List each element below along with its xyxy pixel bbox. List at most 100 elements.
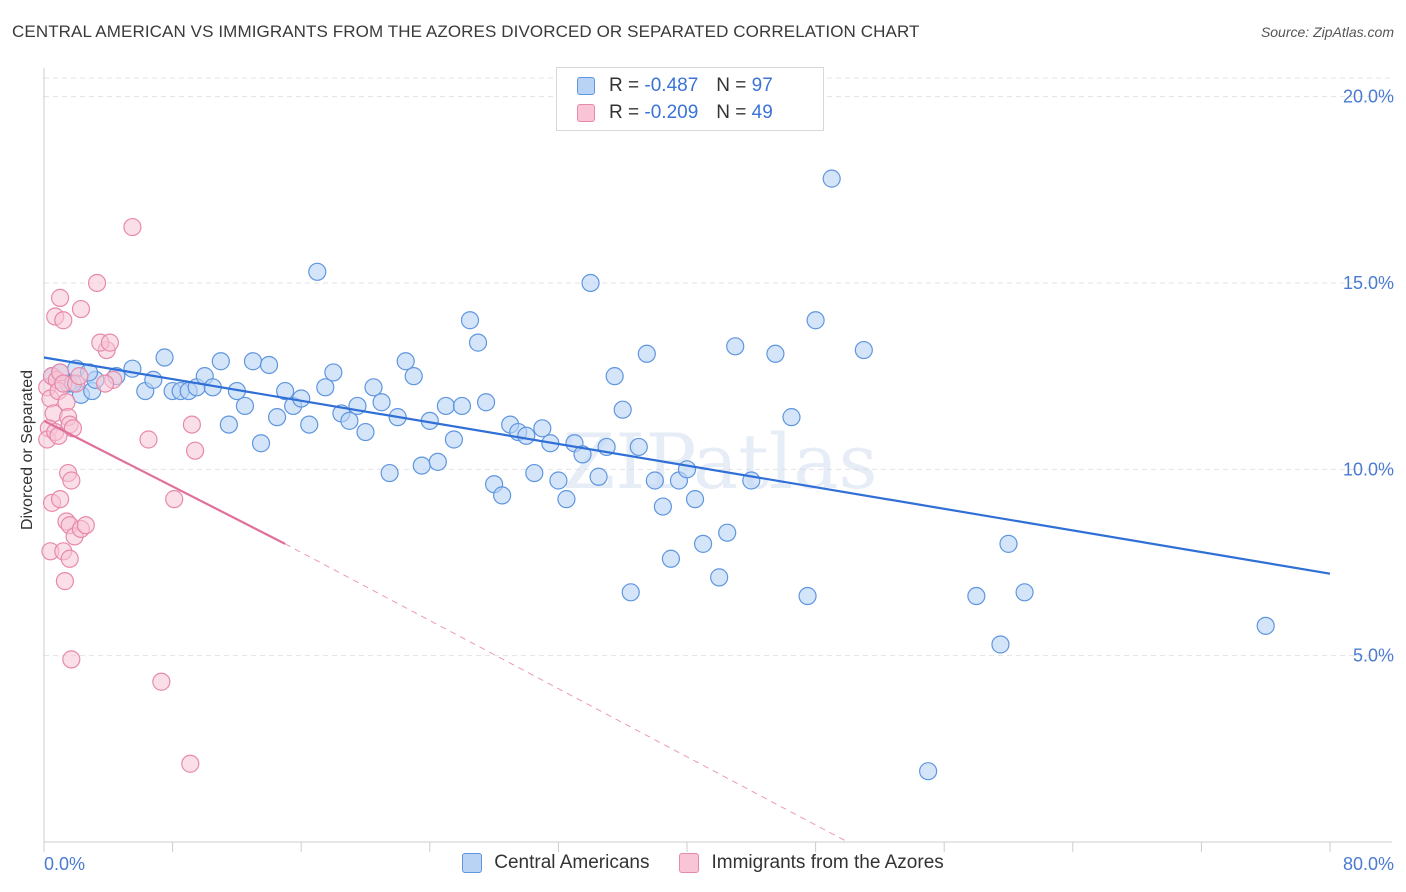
azores-point: [152, 672, 171, 691]
central-american-point: [211, 352, 230, 371]
central-american-point: [589, 467, 608, 486]
central-american-point: [919, 762, 938, 781]
central-american-point: [219, 415, 238, 434]
central-american-point: [460, 311, 480, 330]
central-american-point: [806, 311, 825, 330]
central-american-point: [356, 422, 375, 442]
azores-point: [50, 288, 70, 307]
azores-point: [182, 415, 201, 434]
central-american-point: [251, 434, 271, 453]
central-american-point: [645, 471, 664, 490]
legend-swatch-blue: [577, 77, 595, 95]
central-american-point: [822, 169, 841, 188]
central-american-point: [372, 393, 391, 412]
azores-point: [55, 572, 74, 591]
central-american-point: [726, 337, 745, 356]
central-american-point: [549, 471, 568, 490]
central-american-point: [308, 262, 327, 281]
legend-n-label: N =: [716, 75, 747, 96]
azores-point: [57, 393, 76, 412]
central-american-trendline: [43, 356, 1331, 575]
x-tick-label: 0.0%: [44, 854, 85, 874]
azores-trendline-extension: [284, 543, 848, 843]
central-american-point: [1015, 583, 1034, 602]
central-american-point: [718, 523, 737, 542]
legend-n-label: N =: [716, 102, 747, 123]
azores-point: [60, 549, 79, 568]
central-american-point: [854, 340, 873, 360]
central-american-point: [581, 273, 600, 293]
azores-point: [100, 333, 120, 352]
azores-point: [71, 299, 91, 319]
central-american-point: [613, 400, 632, 419]
central-american-point: [476, 393, 496, 412]
legend-r-value: -0.487: [644, 75, 699, 96]
legend-row-azores: R = -0.209 N = 49: [577, 101, 773, 125]
legend-r-label: R =: [609, 102, 640, 123]
central-american-point: [300, 415, 319, 434]
central-american-point: [525, 463, 544, 483]
azores-point: [62, 650, 81, 669]
central-american-point: [1256, 616, 1275, 635]
legend-r-value: -0.209: [644, 102, 699, 123]
series-name: Immigrants from the Azores: [711, 852, 944, 873]
legend-row-central-americans: R = -0.487 N = 97: [577, 74, 773, 98]
central-american-point: [653, 497, 672, 516]
central-american-point: [573, 445, 592, 464]
central-american-point: [444, 430, 464, 449]
central-american-point: [533, 419, 552, 438]
central-american-point: [493, 486, 512, 505]
azores-point: [186, 441, 205, 460]
central-american-point: [661, 549, 681, 568]
source-credit: Source: ZipAtlas.com: [1260, 24, 1394, 40]
azores-point: [165, 490, 184, 509]
y-tick-label: 20.0%: [1343, 87, 1394, 107]
central-american-point: [798, 586, 817, 606]
azores-point: [63, 419, 83, 438]
central-american-point: [259, 355, 279, 375]
azores-point: [76, 516, 95, 535]
x-tick-label: 80.0%: [1343, 854, 1394, 874]
y-tick-label: 10.0%: [1343, 459, 1394, 479]
azores-point: [54, 311, 73, 330]
central-american-point: [412, 456, 431, 475]
central-american-point: [468, 333, 488, 352]
legend-swatch-pink: [577, 104, 595, 122]
central-american-point: [380, 463, 399, 483]
central-american-point: [396, 352, 415, 371]
legend-n-value: 97: [751, 75, 773, 96]
central-american-point: [685, 490, 705, 509]
y-tick-label: 5.0%: [1353, 646, 1394, 666]
series-swatch-pink: [679, 853, 700, 873]
central-american-point: [324, 363, 343, 382]
y-tick-label: 15.0%: [1343, 273, 1394, 293]
central-american-point: [637, 344, 656, 363]
central-american-point: [316, 378, 335, 397]
chart-title: CENTRAL AMERICAN VS IMMIGRANTS FROM THE …: [12, 22, 920, 41]
azores-point: [50, 490, 70, 509]
central-american-point: [267, 408, 287, 427]
central-american-point: [782, 408, 801, 427]
azores-point: [62, 471, 81, 490]
central-american-point: [340, 411, 359, 430]
central-american-point: [605, 367, 624, 386]
central-american-point: [557, 490, 576, 509]
central-american-point: [235, 396, 255, 416]
azores-point: [87, 273, 107, 293]
azores-point: [95, 374, 115, 393]
series-name: Central Americans: [494, 852, 650, 873]
azores-point: [139, 430, 158, 449]
central-american-point: [629, 437, 648, 457]
central-american-point: [710, 568, 729, 587]
central-american-point: [452, 396, 472, 416]
central-american-point: [677, 460, 697, 479]
central-american-point: [155, 348, 174, 367]
central-american-point: [999, 534, 1018, 553]
azores-point: [181, 754, 200, 773]
central-american-point: [364, 378, 383, 397]
central-american-point: [292, 389, 311, 408]
central-american-point: [123, 359, 142, 378]
central-american-point: [243, 352, 263, 371]
central-american-point: [276, 381, 295, 401]
